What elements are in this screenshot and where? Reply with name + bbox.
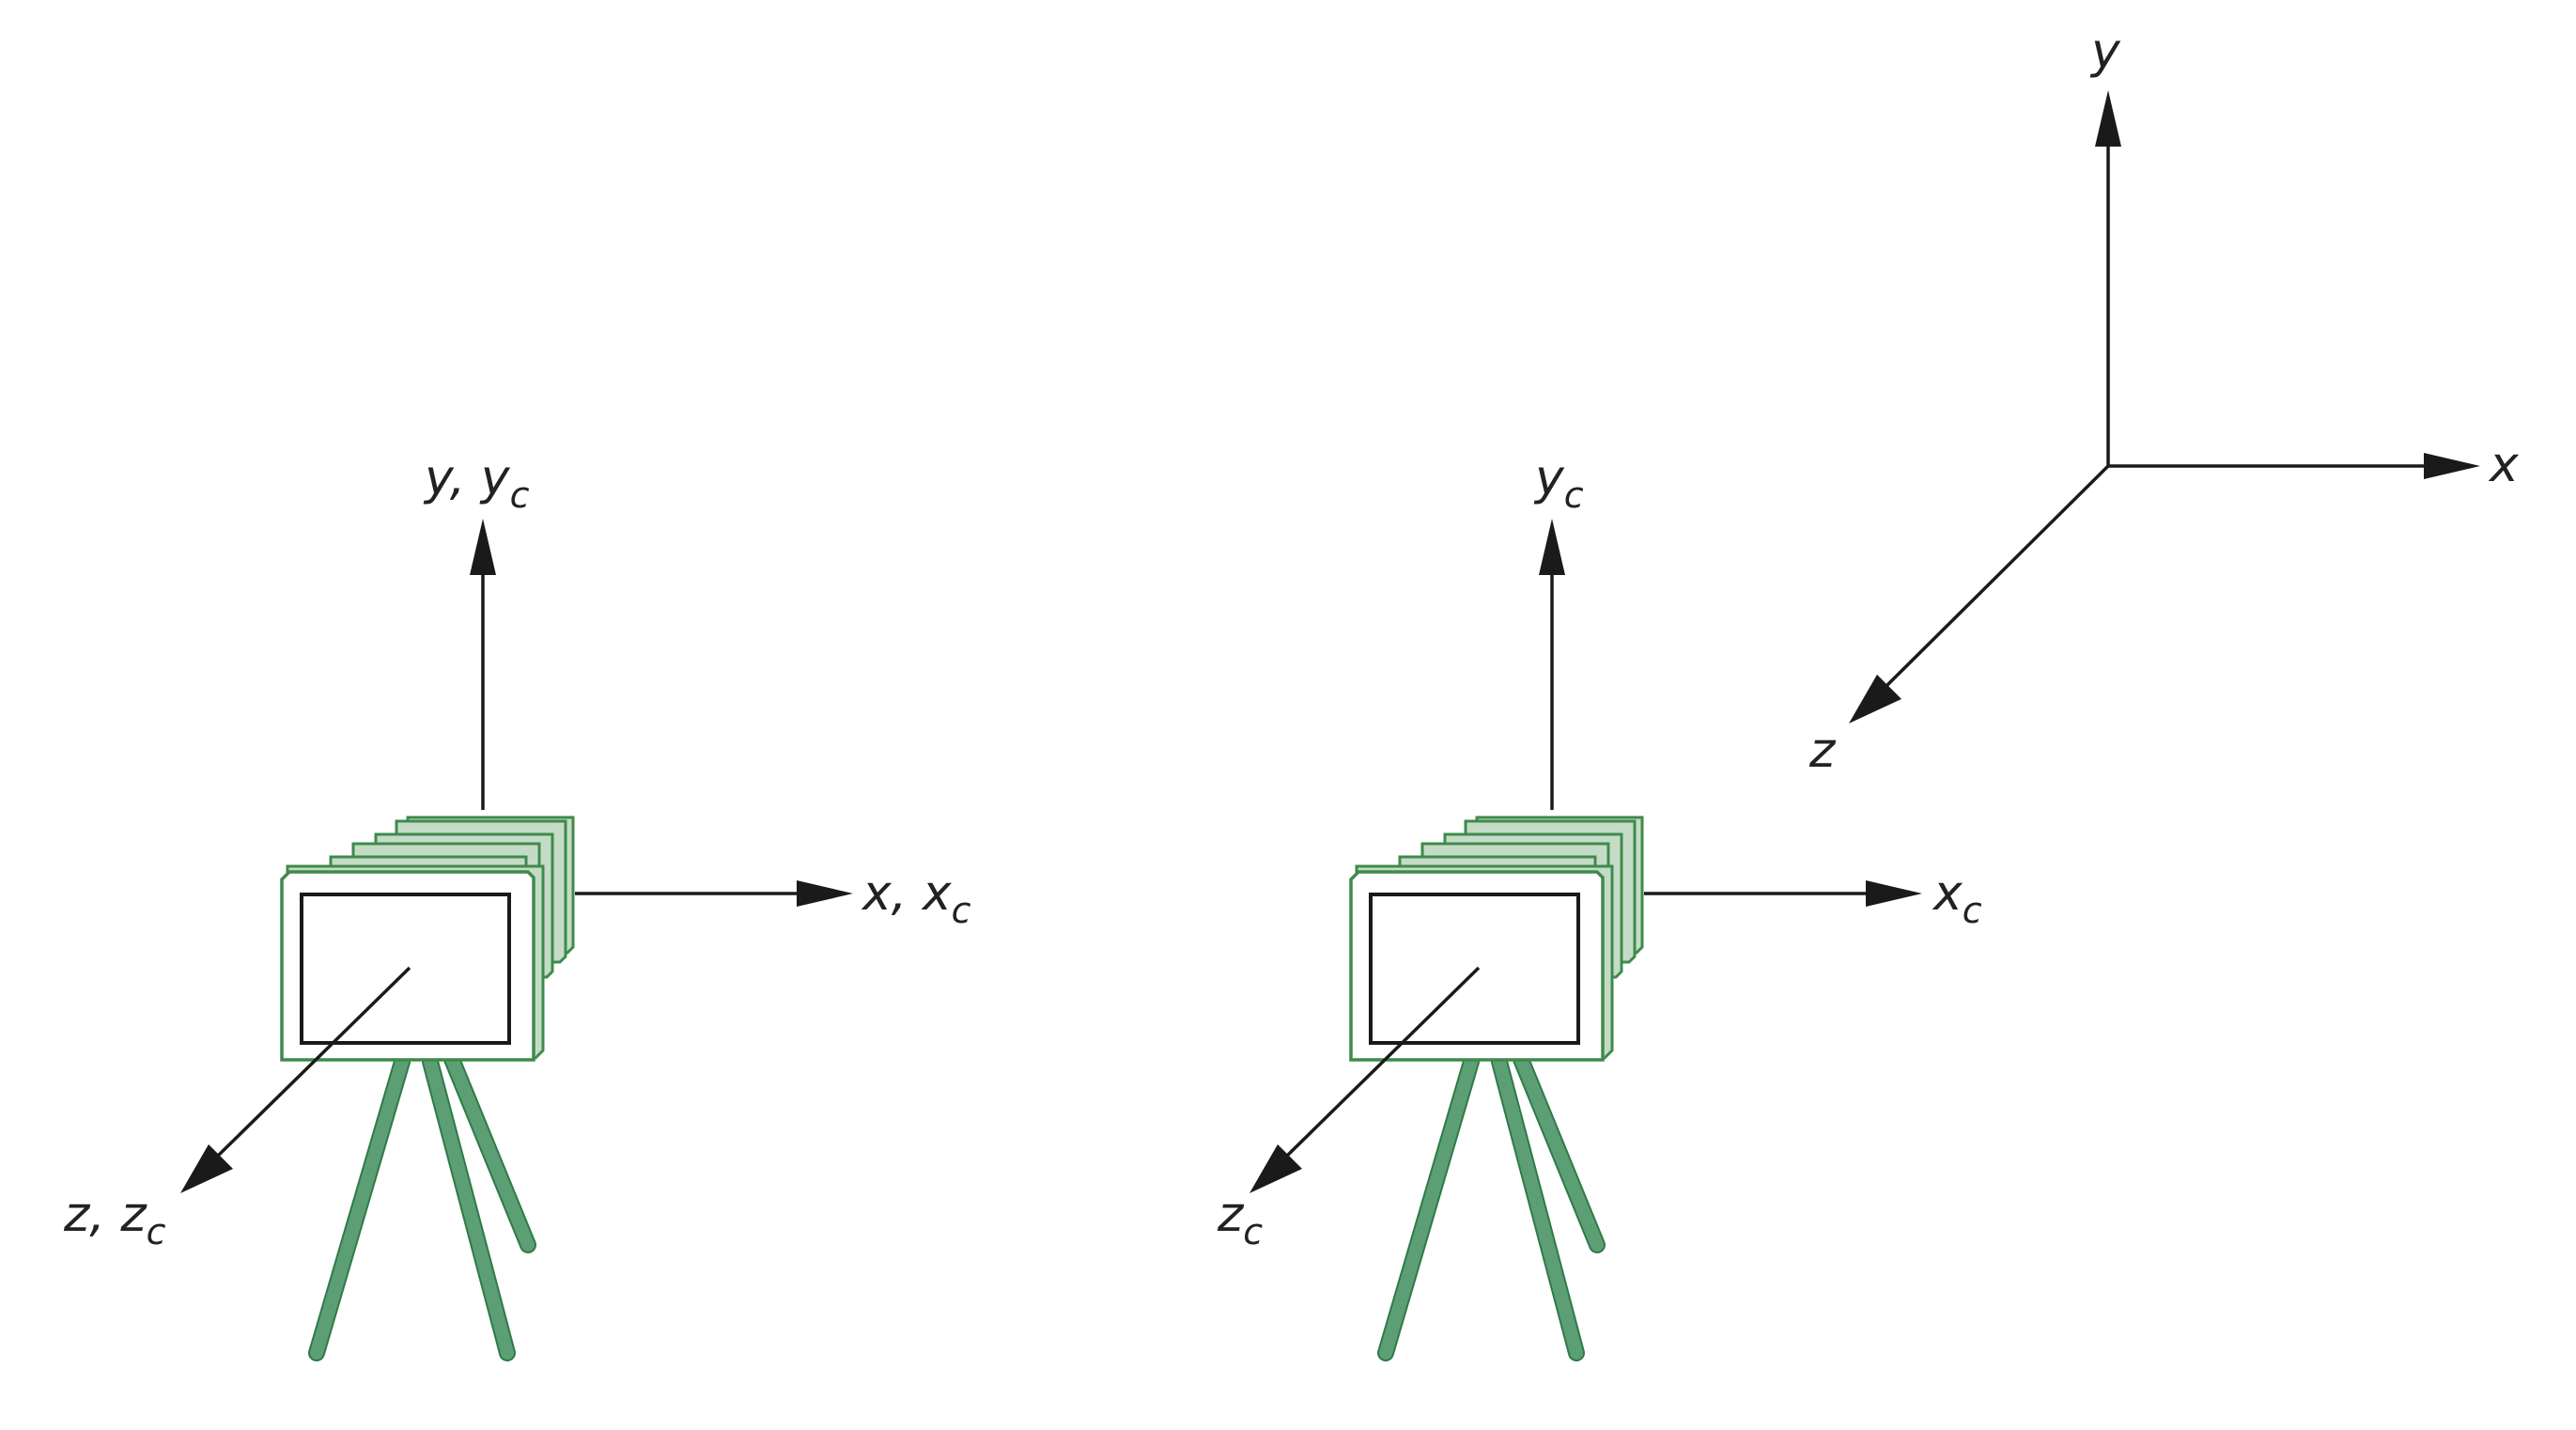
z-zc-label: z, zc — [63, 1187, 166, 1252]
world-x-axis — [2108, 453, 2480, 479]
tripod-left — [308, 1044, 536, 1361]
world-y-label: y — [2089, 23, 2121, 80]
x-axis-middle — [1644, 880, 1922, 907]
yc-label: yc — [1533, 450, 1584, 516]
camera-body-left — [280, 816, 575, 1062]
y-axis-left — [470, 519, 496, 810]
world-x-label: x — [2488, 437, 2520, 493]
world-coordinate-axes: y x z — [1808, 23, 2520, 779]
camera-lens-window — [1369, 893, 1580, 1045]
y-axis-middle — [1539, 519, 1565, 810]
x-axis-left — [575, 880, 853, 907]
z-axis-middle — [1249, 966, 1481, 1193]
x-xc-label: x, xc — [861, 865, 971, 931]
camera-group-left: y, yc x, xc z, zc — [63, 450, 971, 1361]
xc-label: xc — [1932, 865, 1982, 931]
tripod-middle — [1377, 1044, 1606, 1361]
camera-lens-window — [300, 893, 511, 1045]
world-z-label: z — [1808, 723, 1837, 779]
world-y-axis — [2095, 90, 2121, 466]
camera-group-middle: yc xc zc — [1217, 450, 1982, 1361]
camera-body-middle — [1349, 816, 1644, 1062]
z-axis-left — [180, 966, 411, 1193]
zc-label: zc — [1217, 1187, 1263, 1252]
world-z-axis — [1849, 464, 2110, 723]
y-yc-label: y, yc — [423, 450, 530, 516]
